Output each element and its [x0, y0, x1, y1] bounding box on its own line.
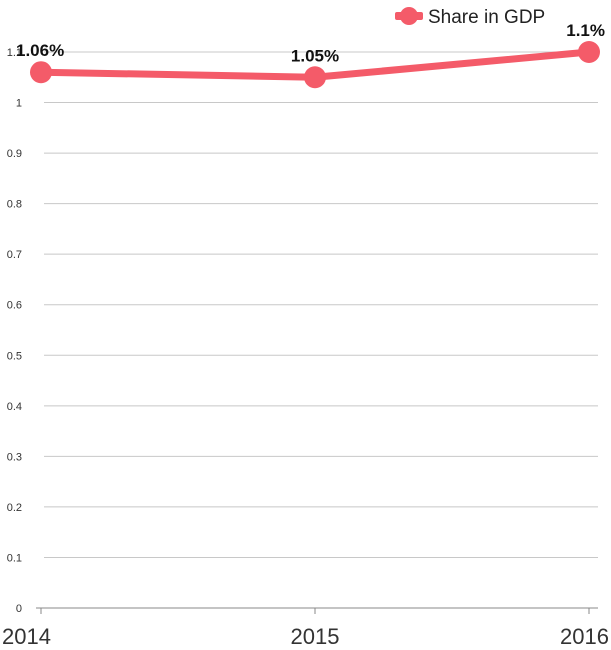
y-tick-label: 0.9 — [7, 148, 22, 160]
y-tick-label: 0.4 — [7, 401, 22, 413]
x-tick-label: 2014 — [2, 624, 51, 649]
x-tick-label: 2015 — [291, 624, 340, 649]
legend-label-share-in-gdp: Share in GDP — [428, 7, 545, 28]
y-tick-label: 0.7 — [7, 249, 22, 261]
y-tick-label: 1 — [16, 98, 22, 110]
x-axis: 2014 2015 2016 — [2, 607, 609, 649]
y-tick-label: 0.8 — [7, 199, 22, 211]
data-labels: 1.06% 1.05% 1.1% — [16, 21, 605, 65]
y-tick-label: 0 — [16, 603, 22, 615]
data-label: 1.06% — [16, 41, 64, 60]
series-share-in-gdp — [30, 41, 600, 89]
y-tick-label: 0.2 — [7, 502, 22, 514]
y-axis-tick-labels: 0 0.1 0.2 0.3 0.4 0.5 0.6 0.7 0.8 0.9 1 1.1 — [7, 47, 22, 615]
y-tick-label: 0.1 — [7, 552, 22, 564]
legend-swatch-marker — [400, 7, 418, 25]
y-tick-label: 0.5 — [7, 350, 22, 362]
y-tick-label: 1.1 — [7, 47, 22, 59]
gridlines — [44, 51, 598, 558]
data-point — [304, 66, 326, 89]
data-point — [578, 41, 600, 63]
legend[interactable]: Share in GDP — [395, 7, 545, 28]
y-tick-label: 0.3 — [7, 451, 22, 463]
x-tick-label: 2016 — [560, 624, 609, 649]
data-label: 1.05% — [291, 46, 339, 65]
data-point — [30, 61, 52, 84]
y-tick-label: 0.6 — [7, 300, 22, 312]
data-label: 1.1% — [566, 21, 605, 40]
